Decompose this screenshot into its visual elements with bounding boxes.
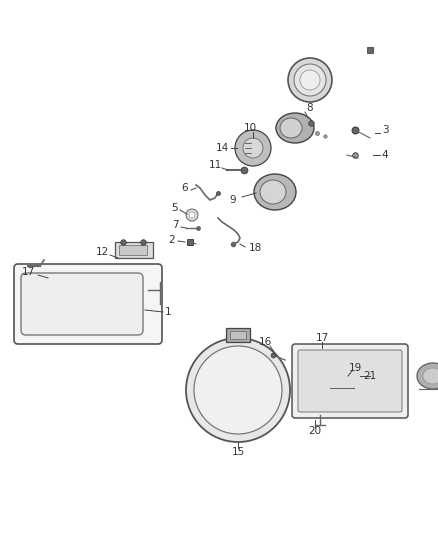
Text: 12: 12 [95, 247, 109, 257]
FancyBboxPatch shape [292, 344, 408, 418]
Ellipse shape [423, 368, 438, 384]
Bar [226, 328, 250, 342]
Text: 10: 10 [244, 123, 257, 133]
Circle shape [194, 346, 282, 434]
Text: 19: 19 [348, 363, 362, 373]
Ellipse shape [280, 118, 302, 138]
Circle shape [294, 64, 326, 96]
Text: 7: 7 [172, 220, 178, 230]
Text: 14: 14 [215, 143, 229, 153]
Ellipse shape [276, 113, 314, 143]
Bar [119, 245, 147, 255]
Circle shape [288, 58, 332, 102]
Ellipse shape [328, 368, 356, 388]
Circle shape [186, 209, 198, 221]
Bar [115, 242, 153, 258]
Text: 17: 17 [21, 267, 35, 277]
Text: 5: 5 [172, 203, 178, 213]
Text: 11: 11 [208, 160, 222, 170]
Ellipse shape [260, 180, 286, 204]
Ellipse shape [417, 363, 438, 389]
Text: 1: 1 [165, 307, 171, 317]
Circle shape [317, 350, 327, 360]
FancyBboxPatch shape [298, 350, 402, 412]
Text: 2: 2 [169, 235, 175, 245]
FancyBboxPatch shape [14, 264, 162, 344]
Text: 6: 6 [182, 183, 188, 193]
Text: 8: 8 [307, 103, 313, 113]
Text: 16: 16 [258, 337, 272, 347]
Circle shape [235, 130, 271, 166]
Text: 17: 17 [315, 333, 328, 343]
Text: 3: 3 [381, 125, 389, 135]
Circle shape [189, 212, 195, 218]
Text: 18: 18 [248, 243, 261, 253]
Text: 4: 4 [381, 150, 389, 160]
Text: 20: 20 [308, 426, 321, 436]
Text: 15: 15 [231, 447, 245, 457]
Circle shape [243, 138, 263, 158]
Text: 9: 9 [230, 195, 237, 205]
Bar [230, 331, 246, 339]
Circle shape [312, 345, 332, 365]
Text: 21: 21 [364, 371, 377, 381]
FancyBboxPatch shape [21, 273, 143, 335]
Ellipse shape [254, 174, 296, 210]
Circle shape [300, 70, 320, 90]
Circle shape [186, 338, 290, 442]
